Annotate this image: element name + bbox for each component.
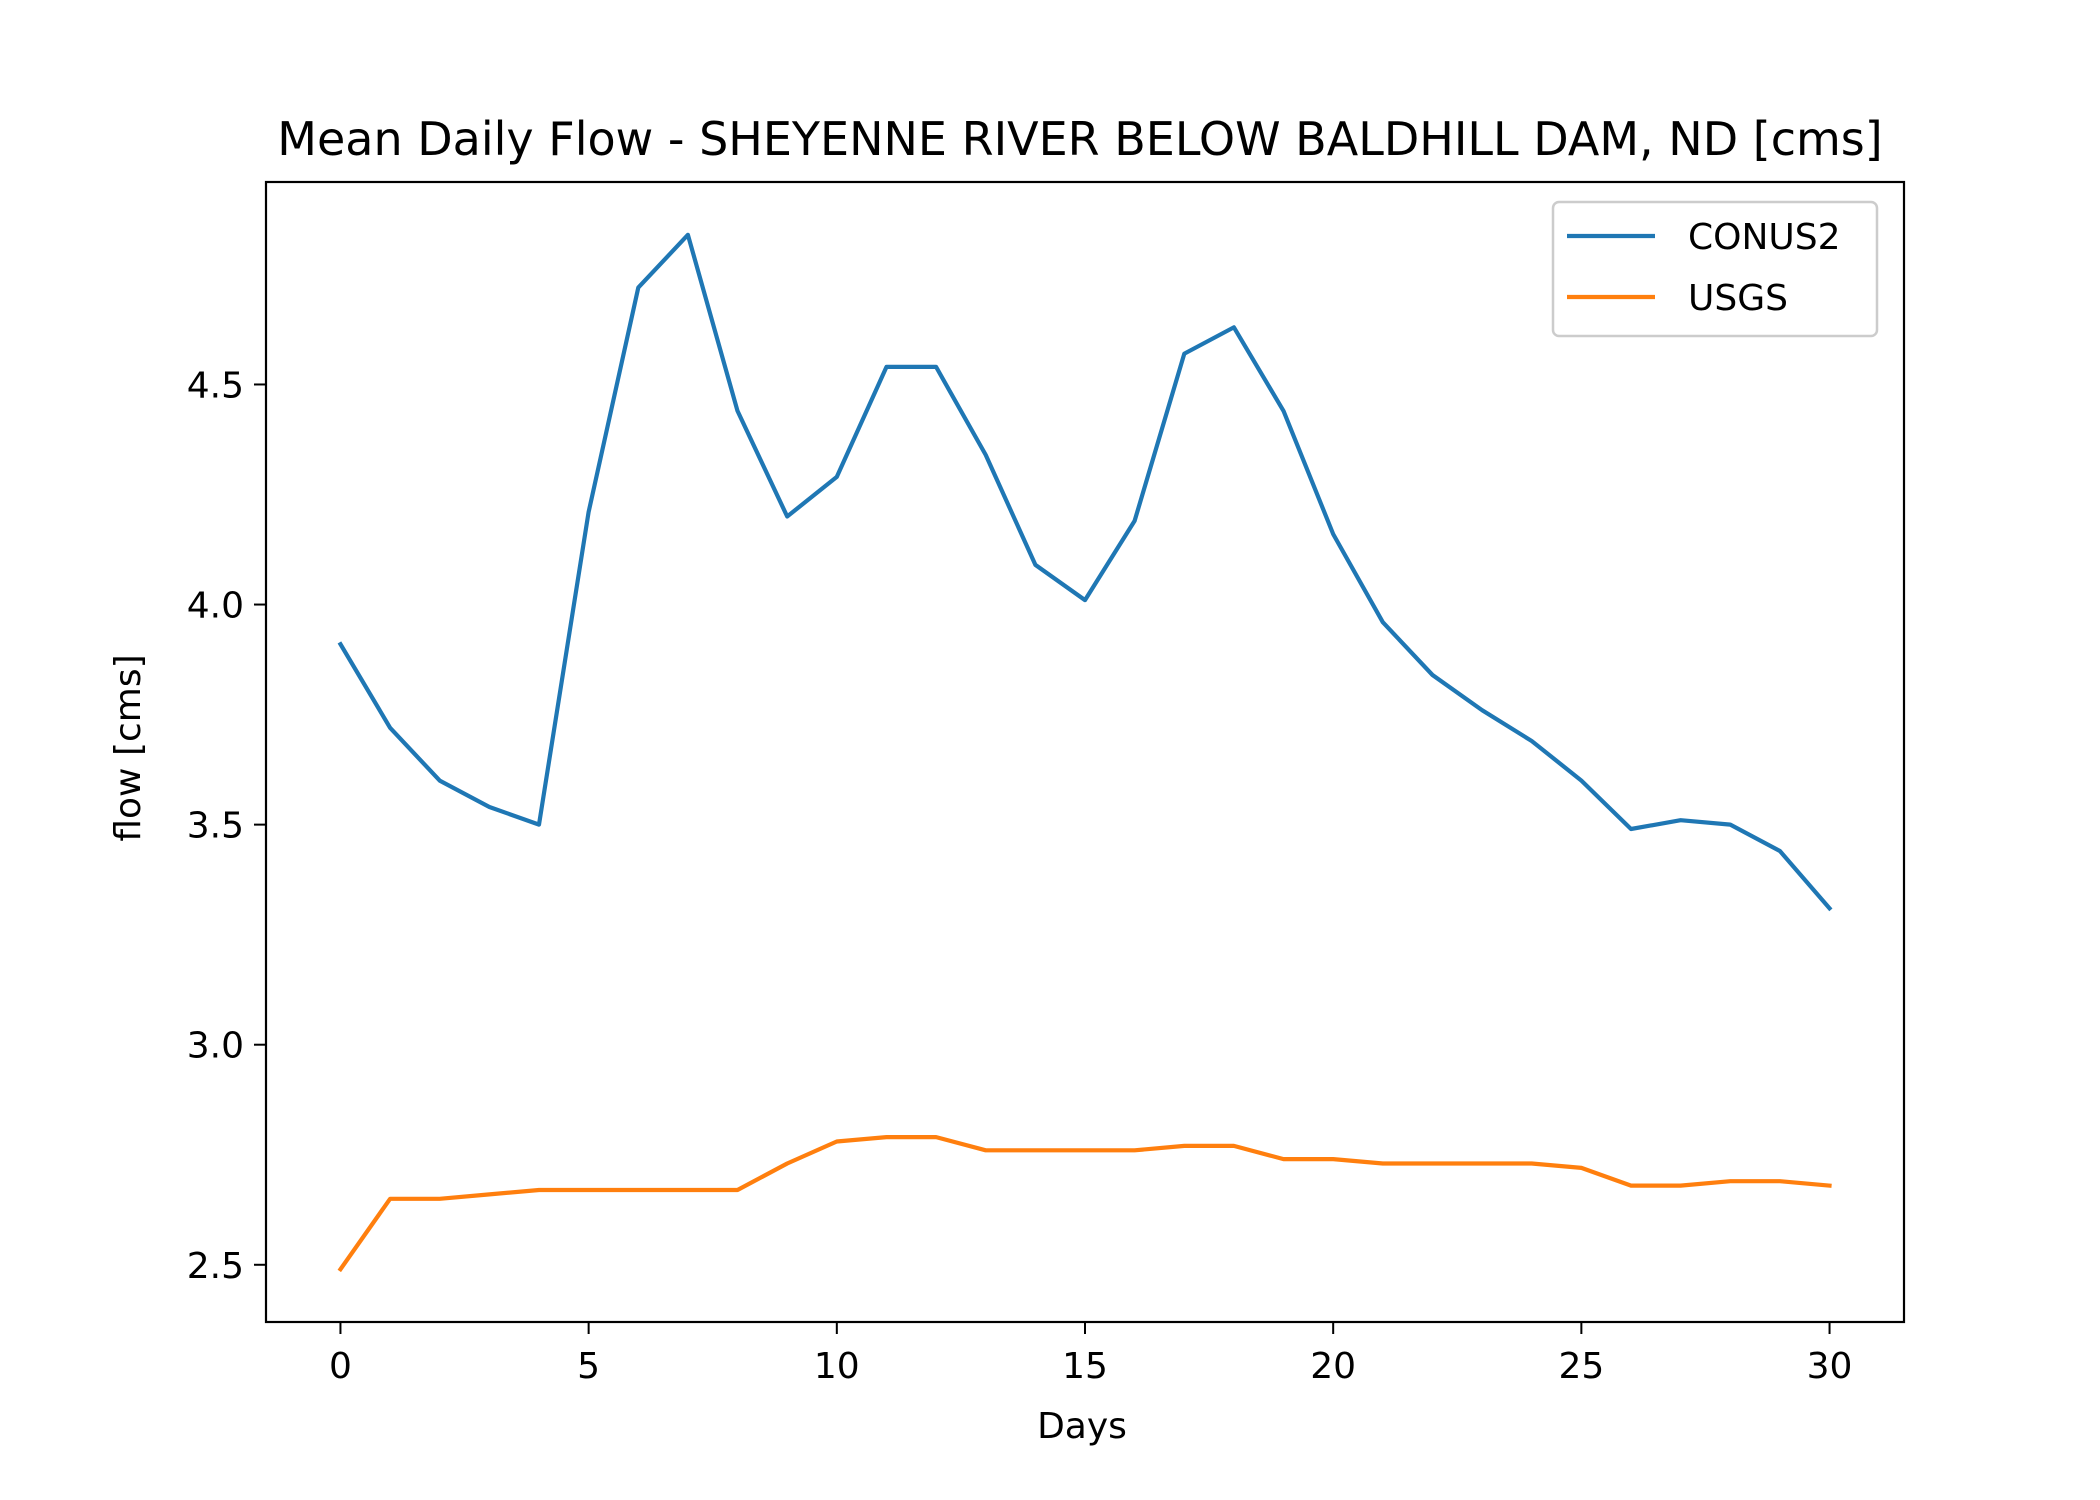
x-tick-label: 0 bbox=[329, 1346, 352, 1387]
y-tick-label: 3.0 bbox=[187, 1026, 244, 1067]
legend-label-conus2: CONUS2 bbox=[1688, 217, 1841, 258]
series-line-usgs bbox=[337, 1134, 1832, 1273]
legend: CONUS2 USGS bbox=[1551, 200, 1879, 338]
y-tick-label: 2.5 bbox=[187, 1246, 244, 1287]
y-tick-label: 4.5 bbox=[187, 365, 244, 406]
x-tick-label: 20 bbox=[1310, 1346, 1356, 1387]
x-tick-label: 30 bbox=[1807, 1346, 1853, 1387]
x-tick-label: 10 bbox=[814, 1346, 860, 1387]
y-tick-label: 3.5 bbox=[187, 806, 244, 847]
chart-title: Mean Daily Flow - SHEYENNE RIVER BELOW B… bbox=[277, 112, 1882, 166]
series-line-conus2 bbox=[337, 232, 1833, 912]
x-tick-label: 25 bbox=[1558, 1346, 1604, 1387]
plot-area-frame bbox=[264, 180, 1906, 1324]
x-tick-label: 5 bbox=[577, 1346, 600, 1387]
y-axis-label: flow [cms] bbox=[108, 654, 149, 841]
x-axis-label: Days bbox=[1037, 1406, 1127, 1447]
y-tick-label: 4.0 bbox=[187, 586, 244, 627]
legend-label-usgs: USGS bbox=[1688, 278, 1788, 319]
x-tick-label: 15 bbox=[1062, 1346, 1108, 1387]
